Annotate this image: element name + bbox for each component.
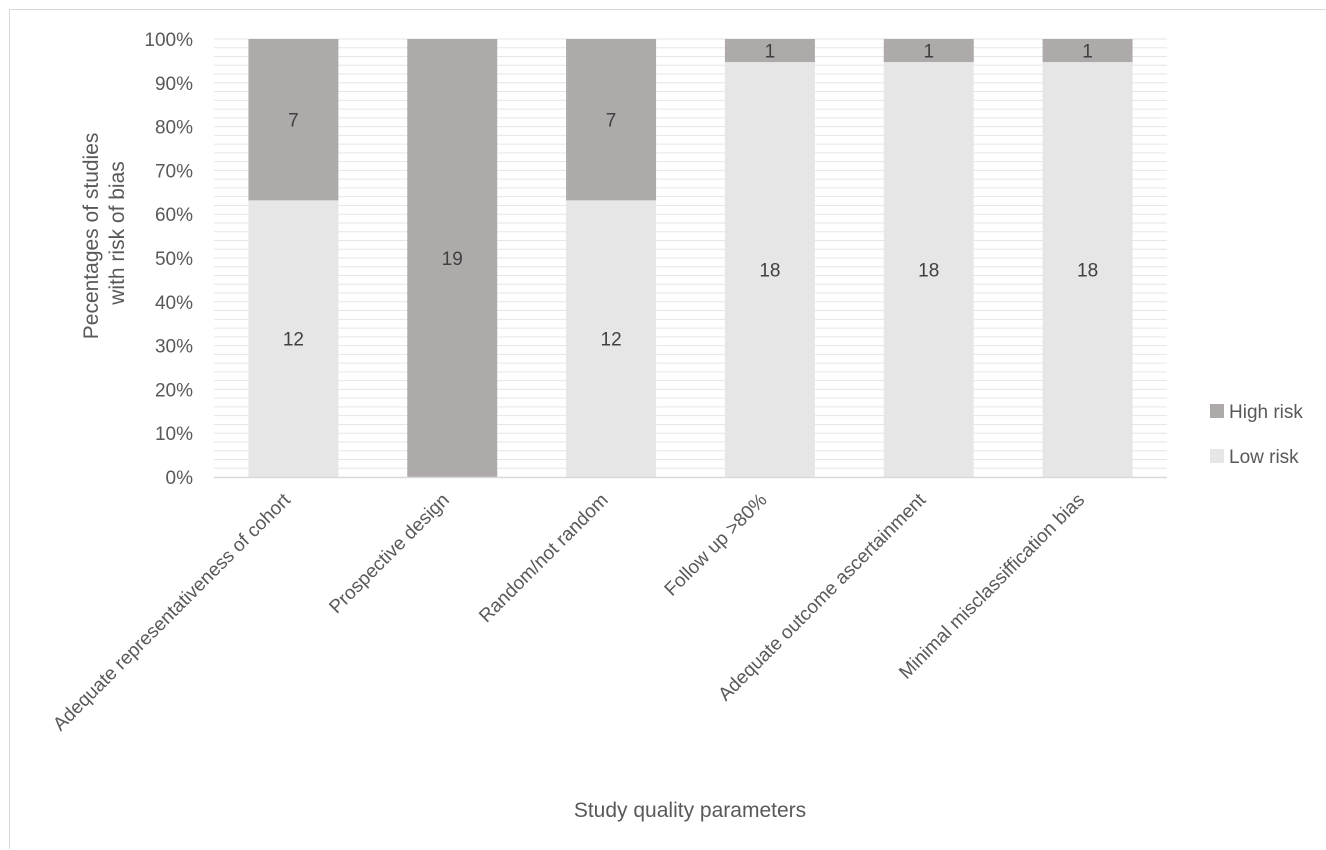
data-label-low-risk-random-not-random: 12 [601, 330, 622, 351]
y-tick-label-40: 40% [155, 293, 193, 314]
x-tick-label-prospective-design: Prospective design [325, 490, 453, 618]
legend-label-high-risk: High risk [1229, 402, 1303, 423]
y-tick-label-0: 0% [166, 468, 194, 489]
bar-low-risk-minimal-misclassiffication-bias [1042, 62, 1133, 477]
x-tick-label-follow-up-80: Follow up >80% [661, 490, 772, 601]
bar-low-risk-random-not-random [566, 200, 657, 478]
y-tick-label-60: 60% [155, 205, 193, 226]
y-tick-label-100: 100% [144, 30, 193, 51]
x-tick-labels: Adequate representativeness of cohort Pro… [49, 489, 1089, 735]
data-label-high-risk-minimal-misclassiffication-bias: 1 [1082, 42, 1093, 63]
bar-high-risk-adequate-outcome-ascertainment [883, 39, 974, 63]
bar-high-risk-random-not-random [566, 39, 657, 201]
legend-label-low-risk: Low risk [1229, 447, 1299, 468]
data-label-low-risk-adequate-representativeness-of-cohort: 12 [283, 330, 304, 351]
stacked-bar-chart: 0% 10% 20% 30% 40% 50% 60% 70% 80% 90% 100% Adequa… [49, 30, 1303, 822]
data-label-low-risk-minimal-misclassiffication-bias: 18 [1077, 261, 1098, 282]
y-tick-label-30: 30% [155, 337, 193, 358]
bar-high-risk-adequate-representativeness-of-cohort [248, 39, 339, 201]
data-label-low-risk-adequate-outcome-ascertainment: 18 [918, 261, 939, 282]
legend: High risk Low risk [1210, 402, 1303, 468]
data-label-high-risk-follow-up-80: 1 [765, 42, 776, 63]
gridlines [214, 38, 1167, 469]
y-tick-label-50: 50% [155, 249, 193, 270]
y-tick-label-90: 90% [155, 74, 193, 95]
bar-high-risk-prospective-design [407, 39, 498, 477]
bar-high-risk-follow-up-80 [724, 39, 815, 63]
data-label-low-risk-follow-up-80: 18 [759, 261, 780, 282]
legend-swatch-high-risk [1210, 404, 1224, 418]
y-axis-title: Pecentages of studies with risk of bias [80, 127, 129, 339]
y-axis-title-line-1: Pecentages of studies [80, 133, 103, 340]
y-tick-labels: 0% 10% 20% 30% 40% 50% 60% 70% 80% 90% 100% [144, 30, 193, 489]
bar-low-risk-adequate-representativeness-of-cohort [248, 200, 339, 478]
y-axis-title-line-2: with risk of bias [106, 161, 129, 306]
bar-high-risk-minimal-misclassiffication-bias [1042, 39, 1133, 63]
data-label-high-risk-adequate-representativeness-of-cohort: 7 [288, 111, 299, 132]
y-tick-label-10: 10% [155, 424, 193, 445]
x-tick-label-random-not-random: Random/not random [475, 490, 612, 627]
data-label-high-risk-random-not-random: 7 [606, 111, 617, 132]
y-tick-label-80: 80% [155, 118, 193, 139]
legend-swatch-low-risk [1210, 449, 1224, 463]
bar-low-risk-adequate-outcome-ascertainment [883, 62, 974, 477]
x-tick-label-minimal-misclassiffication-bias: Minimal misclassiffication bias [895, 490, 1089, 684]
bars [248, 39, 1133, 478]
data-labels: 12 7 19 12 7 18 1 18 1 18 1 [283, 42, 1098, 351]
y-tick-label-20: 20% [155, 380, 193, 401]
y-tick-label-70: 70% [155, 161, 193, 182]
x-tick-label-adequate-representativeness-of-cohort: Adequate representativeness of cohort [49, 489, 295, 735]
bar-low-risk-follow-up-80 [724, 62, 815, 477]
data-label-high-risk-prospective-design: 19 [442, 249, 463, 270]
x-axis-title: Study quality parameters [574, 799, 806, 822]
chart-frame: 0% 10% 20% 30% 40% 50% 60% 70% 80% 90% 100% Adequa… [9, 9, 1326, 849]
data-label-high-risk-adequate-outcome-ascertainment: 1 [923, 42, 934, 63]
